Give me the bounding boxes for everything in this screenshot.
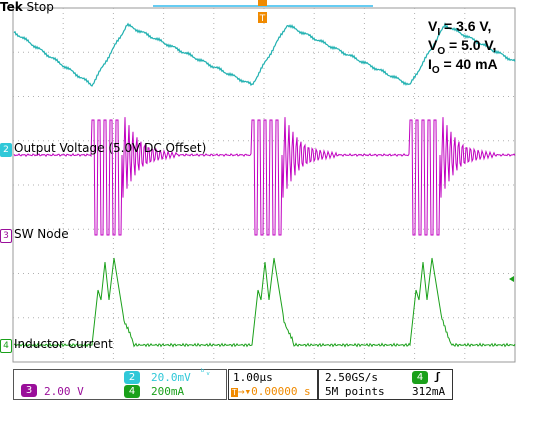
ch3-marker: 3 xyxy=(0,229,12,243)
channel-label-output-voltage: 2 Output Voltage (5.0V DC Offset) xyxy=(0,141,206,157)
trigger-level: 312mA xyxy=(412,385,446,398)
trigger-position: T→▾0.00000 s xyxy=(231,385,311,398)
trigger-source-badge: 4 xyxy=(412,371,428,384)
ch2-marker: 2 xyxy=(0,143,12,157)
inductor-current-trace xyxy=(13,257,516,348)
sample-rate: 2.50GS/s xyxy=(325,371,378,384)
ch2-scale: 20.0mV xyxy=(151,371,191,384)
channel-label-sw-node: 3 SW Node xyxy=(0,227,69,243)
condition-vi: VI = 3.6 V, xyxy=(428,18,492,38)
waveform-display: T xyxy=(12,0,516,363)
svg-text:T: T xyxy=(259,14,266,24)
trigger-slope-icon: ʃ xyxy=(434,370,441,383)
vertical-readout xyxy=(13,369,227,400)
channel-label-inductor-current: 4 Inductor Current xyxy=(0,337,113,353)
ch2-badge: 2 xyxy=(124,371,140,384)
output-voltage-trace xyxy=(13,21,516,87)
ch4-badge: 4 xyxy=(124,385,140,398)
acquisition-readout xyxy=(318,369,453,400)
trigger-level-marker xyxy=(509,276,514,282)
ch4-scale: 200mA xyxy=(151,385,185,398)
ch4-marker: 4 xyxy=(0,339,12,353)
timebase-readout xyxy=(228,369,318,400)
run-state: Stop xyxy=(26,0,54,14)
timebase-value: 1.00µs xyxy=(233,371,273,384)
trigger-position-marker: T xyxy=(258,0,267,24)
ch2-bandwidth-limit: ᵇᵥ xyxy=(200,368,211,378)
condition-io: IO = 40 mA xyxy=(428,56,498,76)
record-length: 5M points xyxy=(325,385,385,398)
ch3-badge: 3 xyxy=(21,384,37,397)
condition-vo: VO = 5.0 V, xyxy=(428,37,497,57)
brand-logo: Tek xyxy=(0,0,23,14)
scope-header: Tek Stop xyxy=(0,0,54,14)
scope-readout-panel: 3 2.00 V 2 20.0mV ᵇᵥ 4 200mA 1.00µs T→▾0… xyxy=(0,367,533,421)
sw-node-trace xyxy=(13,117,516,236)
ch3-scale: 2.00 V xyxy=(44,385,84,398)
